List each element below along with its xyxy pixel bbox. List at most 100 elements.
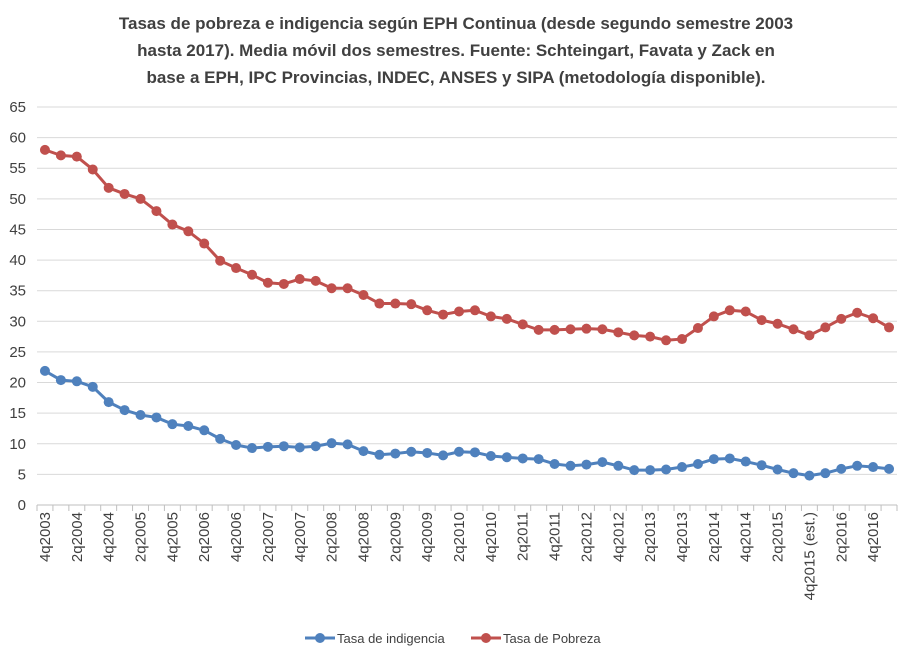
x-tick-label-2q2006: 2q2006: [196, 512, 213, 562]
data-point-tasa-de-pobreza: [262, 277, 273, 288]
data-point-tasa-de-pobreza: [294, 274, 305, 285]
data-point-tasa-de-indigencia: [517, 453, 528, 464]
data-point-tasa-de-indigencia: [884, 463, 895, 474]
data-point-tasa-de-indigencia: [167, 419, 178, 430]
x-tick-label-2q2014: 2q2014: [706, 512, 723, 562]
data-point-tasa-de-pobreza: [55, 150, 66, 161]
data-point-tasa-de-pobreza: [278, 278, 289, 289]
data-point-tasa-de-indigencia: [342, 439, 353, 450]
data-point-tasa-de-indigencia: [533, 454, 544, 465]
data-point-tasa-de-indigencia: [103, 397, 114, 408]
data-point-tasa-de-indigencia: [708, 454, 719, 465]
x-axis: 4q2003 2q2004 4q2004 2q2005 4q2005 2q2006 4q20…: [36, 504, 898, 600]
x-tick-label-4q2011: 4q2011: [547, 512, 564, 561]
data-point-tasa-de-indigencia: [199, 425, 210, 436]
y-tick-label-15: 15: [9, 405, 26, 422]
legend-indigencia-marker: [315, 633, 325, 643]
data-point-tasa-de-pobreza: [406, 299, 417, 310]
data-point-tasa-de-pobreza: [645, 331, 656, 342]
data-point-tasa-de-pobreza: [677, 334, 687, 345]
data-point-tasa-de-pobreza: [868, 313, 879, 324]
data-point-tasa-de-indigencia: [215, 433, 226, 444]
x-tick-label-2q2013: 2q2013: [642, 512, 659, 562]
x-tick-label-2q2011: 2q2011: [515, 512, 532, 561]
data-point-tasa-de-indigencia: [71, 376, 82, 387]
chart-title-line-1: Tasas de pobreza e indigencia según EPH …: [119, 14, 793, 33]
data-point-tasa-de-pobreza: [756, 315, 767, 326]
data-point-tasa-de-pobreza: [87, 164, 98, 175]
data-point-tasa-de-pobreza: [501, 313, 512, 324]
data-point-tasa-de-pobreza: [39, 144, 50, 155]
data-point-tasa-de-indigencia: [262, 441, 273, 452]
chart-title: Tasas de pobreza e indigencia según EPH …: [119, 14, 793, 87]
data-point-tasa-de-pobreza: [613, 327, 624, 338]
data-point-tasa-de-indigencia: [151, 412, 162, 423]
data-point-tasa-de-pobreza: [326, 283, 337, 294]
y-tick-label-5: 5: [18, 466, 26, 483]
x-tick-label-2q2012: 2q2012: [578, 512, 595, 562]
data-point-tasa-de-indigencia: [613, 460, 624, 471]
y-tick-label-65: 65: [9, 99, 26, 116]
data-point-tasa-de-pobreza: [247, 269, 257, 280]
data-point-tasa-de-indigencia: [629, 465, 640, 476]
data-point-tasa-de-pobreza: [103, 182, 114, 193]
data-point-tasa-de-pobreza: [438, 309, 449, 320]
data-point-tasa-de-pobreza: [836, 313, 847, 324]
data-point-tasa-de-indigencia: [438, 450, 449, 461]
data-point-tasa-de-pobreza: [151, 206, 162, 217]
x-tick-label-4q2015-est-: 4q2015 (est.): [801, 512, 818, 600]
data-point-tasa-de-pobreza: [692, 323, 703, 334]
data-point-tasa-de-pobreza: [231, 263, 242, 274]
data-point-tasa-de-pobreza: [215, 255, 226, 266]
x-tick-label-4q2005: 4q2005: [164, 512, 181, 562]
data-point-tasa-de-pobreza: [661, 335, 672, 346]
data-point-tasa-de-pobreza: [740, 306, 751, 317]
data-point-tasa-de-indigencia: [724, 453, 735, 464]
data-point-tasa-de-pobreza: [422, 305, 433, 316]
y-tick-label-55: 55: [9, 160, 26, 177]
data-point-tasa-de-indigencia: [422, 447, 433, 458]
data-point-tasa-de-indigencia: [597, 457, 608, 468]
data-point-tasa-de-indigencia: [278, 441, 289, 452]
data-point-tasa-de-pobreza: [199, 238, 210, 249]
x-tick-label-2q2009: 2q2009: [387, 512, 404, 562]
data-point-tasa-de-pobreza: [183, 226, 194, 237]
x-tick-label-2q2010: 2q2010: [451, 512, 468, 562]
data-point-tasa-de-indigencia: [836, 463, 847, 474]
data-point-tasa-de-indigencia: [247, 443, 257, 454]
x-tick-label-4q2016: 4q2016: [865, 512, 882, 562]
data-point-tasa-de-pobreza: [485, 311, 496, 322]
data-point-tasa-de-pobreza: [804, 330, 815, 341]
data-point-tasa-de-indigencia: [501, 452, 512, 463]
data-point-tasa-de-pobreza: [772, 318, 783, 329]
data-point-tasa-de-pobreza: [469, 305, 480, 316]
data-point-tasa-de-indigencia: [788, 468, 799, 479]
data-point-tasa-de-indigencia: [310, 441, 321, 452]
y-axis: 0 5 10 15 20 25 30 35 40 45 50 55 60 65: [9, 99, 26, 514]
chart-title-line-3: base a EPH, IPC Provincias, INDEC, ANSES…: [146, 68, 765, 87]
data-point-tasa-de-indigencia: [565, 460, 576, 471]
data-point-tasa-de-indigencia: [692, 458, 703, 469]
x-tick-label-4q2008: 4q2008: [355, 512, 372, 562]
y-tick-label-40: 40: [9, 252, 26, 269]
data-point-tasa-de-pobreza: [820, 322, 831, 333]
data-point-tasa-de-pobreza: [454, 306, 465, 317]
series-area: [39, 144, 895, 481]
legend-indigencia-label: Tasa de indigencia: [337, 631, 445, 646]
data-point-tasa-de-pobreza: [788, 324, 799, 335]
data-point-tasa-de-pobreza: [549, 324, 560, 335]
data-point-tasa-de-indigencia: [740, 456, 751, 467]
y-tick-label-30: 30: [9, 313, 26, 330]
y-tick-label-50: 50: [9, 191, 26, 208]
x-tick-label-2q2008: 2q2008: [324, 512, 341, 562]
data-point-tasa-de-indigencia: [581, 459, 592, 470]
data-point-tasa-de-indigencia: [677, 462, 687, 473]
data-point-tasa-de-indigencia: [326, 438, 337, 449]
data-point-tasa-de-indigencia: [55, 375, 66, 386]
data-point-tasa-de-indigencia: [852, 460, 863, 471]
data-point-tasa-de-indigencia: [756, 460, 767, 471]
data-point-tasa-de-indigencia: [39, 365, 50, 376]
data-point-tasa-de-pobreza: [565, 324, 576, 335]
data-point-tasa-de-indigencia: [772, 464, 783, 475]
y-tick-label-60: 60: [9, 130, 26, 147]
